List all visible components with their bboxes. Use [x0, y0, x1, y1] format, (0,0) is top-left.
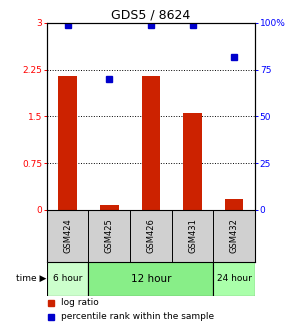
Text: GSM424: GSM424 — [63, 218, 72, 253]
Text: 6 hour: 6 hour — [53, 274, 82, 284]
Bar — [88, 262, 213, 296]
Bar — [100, 205, 119, 210]
Text: GSM426: GSM426 — [146, 218, 155, 253]
Bar — [183, 113, 202, 210]
Title: GDS5 / 8624: GDS5 / 8624 — [111, 9, 190, 22]
Text: GSM431: GSM431 — [188, 218, 197, 253]
Text: 12 hour: 12 hour — [131, 274, 171, 284]
Text: GSM425: GSM425 — [105, 218, 114, 253]
Text: time ▶: time ▶ — [16, 274, 46, 284]
Text: GSM432: GSM432 — [230, 218, 239, 253]
Bar — [213, 262, 255, 296]
Bar — [142, 76, 160, 210]
Bar — [47, 262, 88, 296]
Text: percentile rank within the sample: percentile rank within the sample — [62, 312, 214, 321]
Bar — [225, 198, 243, 210]
Text: log ratio: log ratio — [62, 298, 99, 307]
Bar — [58, 76, 77, 210]
Text: 24 hour: 24 hour — [217, 274, 252, 284]
